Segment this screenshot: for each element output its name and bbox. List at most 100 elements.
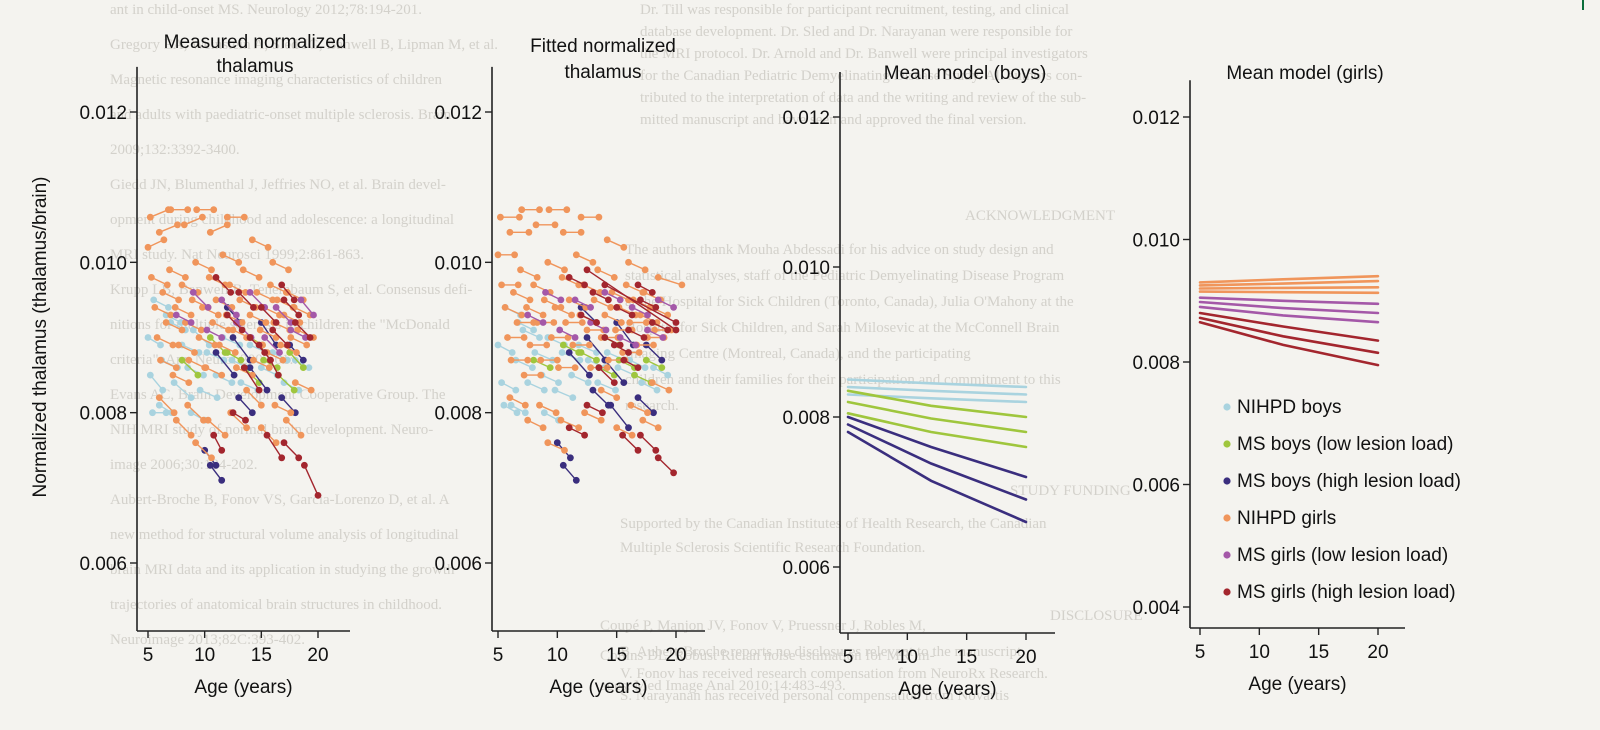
data-point <box>565 296 573 304</box>
data-point <box>508 349 516 356</box>
data-point <box>516 213 523 221</box>
data-point <box>291 379 299 386</box>
data-point <box>526 296 534 304</box>
data-point <box>246 289 254 296</box>
data-point <box>223 221 231 229</box>
data-point <box>200 371 207 379</box>
data-point <box>603 236 611 244</box>
data-point <box>524 311 532 319</box>
data-point <box>577 311 585 319</box>
data-point <box>628 311 636 319</box>
model-curve <box>1198 300 1380 315</box>
data-point <box>239 266 247 274</box>
data-point <box>290 296 298 304</box>
data-point <box>206 228 214 236</box>
data-point <box>641 266 649 274</box>
data-point <box>634 394 642 401</box>
bg-acknowledgment-line: Hospital for Sick Children, and Sarah Mi… <box>625 320 1060 336</box>
model-curve <box>1198 274 1380 284</box>
y-tick-label: 0.012 <box>782 108 830 129</box>
data-point <box>572 476 580 484</box>
data-point <box>513 319 521 326</box>
bg-disclosure-line: B. Aubert-Broche reports no disclosures … <box>620 644 1025 660</box>
data-point <box>272 439 280 447</box>
data-point <box>301 461 308 469</box>
data-point <box>595 213 603 221</box>
data-point <box>256 326 264 334</box>
data-point <box>257 401 265 409</box>
data-point <box>620 356 628 364</box>
trajectory-line <box>158 397 175 414</box>
background-article-text: ant in child-onset MS. Neurology 2012;78… <box>110 2 1143 704</box>
data-point <box>170 409 178 417</box>
bg-contribution-line: database development. Dr. Sled and Dr. N… <box>640 24 1072 40</box>
data-point <box>568 371 575 379</box>
x-axis-label: Age (years) <box>194 677 292 698</box>
data-point <box>659 334 667 341</box>
data-point <box>670 304 677 311</box>
data-point <box>613 394 621 401</box>
data-point <box>637 431 644 439</box>
data-point <box>572 251 580 259</box>
data-point <box>255 341 263 349</box>
data-point <box>517 266 524 274</box>
data-point <box>233 319 240 326</box>
data-point <box>218 371 226 379</box>
data-point <box>507 356 515 364</box>
data-point <box>521 409 529 417</box>
data-point <box>605 356 612 364</box>
data-point <box>648 289 656 296</box>
bg-reference-line: Coupé P, Manjon JV, Fonov V, Pruessner J… <box>600 618 926 634</box>
trajectory-line <box>657 457 675 474</box>
data-point <box>267 281 274 289</box>
legend: NIHPD boys MS boys (low lesion load) MS bo… <box>1223 397 1461 603</box>
data-point <box>204 416 212 424</box>
bg-reference-line: Aubert-Broche B, Fonov VS, Garcia-Lorenz… <box>110 492 450 508</box>
data-point <box>637 296 644 304</box>
data-point <box>175 341 183 349</box>
data-point <box>627 401 635 409</box>
trajectory-line <box>277 374 295 391</box>
data-point <box>498 379 505 386</box>
data-point <box>255 274 263 281</box>
data-point <box>246 311 254 319</box>
x-tick-label: 15 <box>251 645 272 666</box>
data-point <box>210 206 218 214</box>
data-point <box>536 334 543 341</box>
y-tick-label: 0.006 <box>782 558 830 579</box>
data-point <box>536 206 543 214</box>
bg-contribution-line: the MRI protocol. Dr. Arnold and Dr. Ban… <box>640 46 1088 62</box>
data-point <box>187 394 195 401</box>
model-curve <box>846 400 1028 434</box>
data-point <box>172 311 180 319</box>
data-point <box>612 326 619 334</box>
data-point <box>227 289 235 296</box>
x-tick-label: 20 <box>1015 647 1036 668</box>
bg-heading: STUDY FUNDING <box>1010 483 1131 499</box>
data-point <box>618 319 625 326</box>
data-point <box>622 281 630 289</box>
data-point <box>265 364 273 371</box>
x-tick-label: 5 <box>843 647 854 668</box>
trajectory-line <box>264 337 280 353</box>
data-point <box>237 356 245 364</box>
data-point <box>539 424 547 432</box>
data-point <box>243 386 251 394</box>
data-point <box>596 289 604 296</box>
data-point <box>625 326 632 334</box>
series-ms-boys-high-lesion-load- <box>553 304 666 484</box>
data-point <box>530 356 537 364</box>
bg-reference-line: Gregory EA, Weinstein A, Sled JG, Banwel… <box>110 37 498 53</box>
data-point <box>157 356 164 364</box>
model-curve <box>1198 305 1380 324</box>
data-point <box>545 206 553 214</box>
data-point <box>539 319 547 326</box>
data-point <box>678 281 686 289</box>
bg-reference-line: ages. Med Image Anal 2010;14:483-493. <box>600 678 846 694</box>
data-point <box>148 274 155 281</box>
data-point <box>594 266 602 274</box>
data-point <box>187 319 195 326</box>
data-point <box>280 296 288 304</box>
data-point <box>174 221 181 229</box>
trajectory-line <box>275 306 292 323</box>
